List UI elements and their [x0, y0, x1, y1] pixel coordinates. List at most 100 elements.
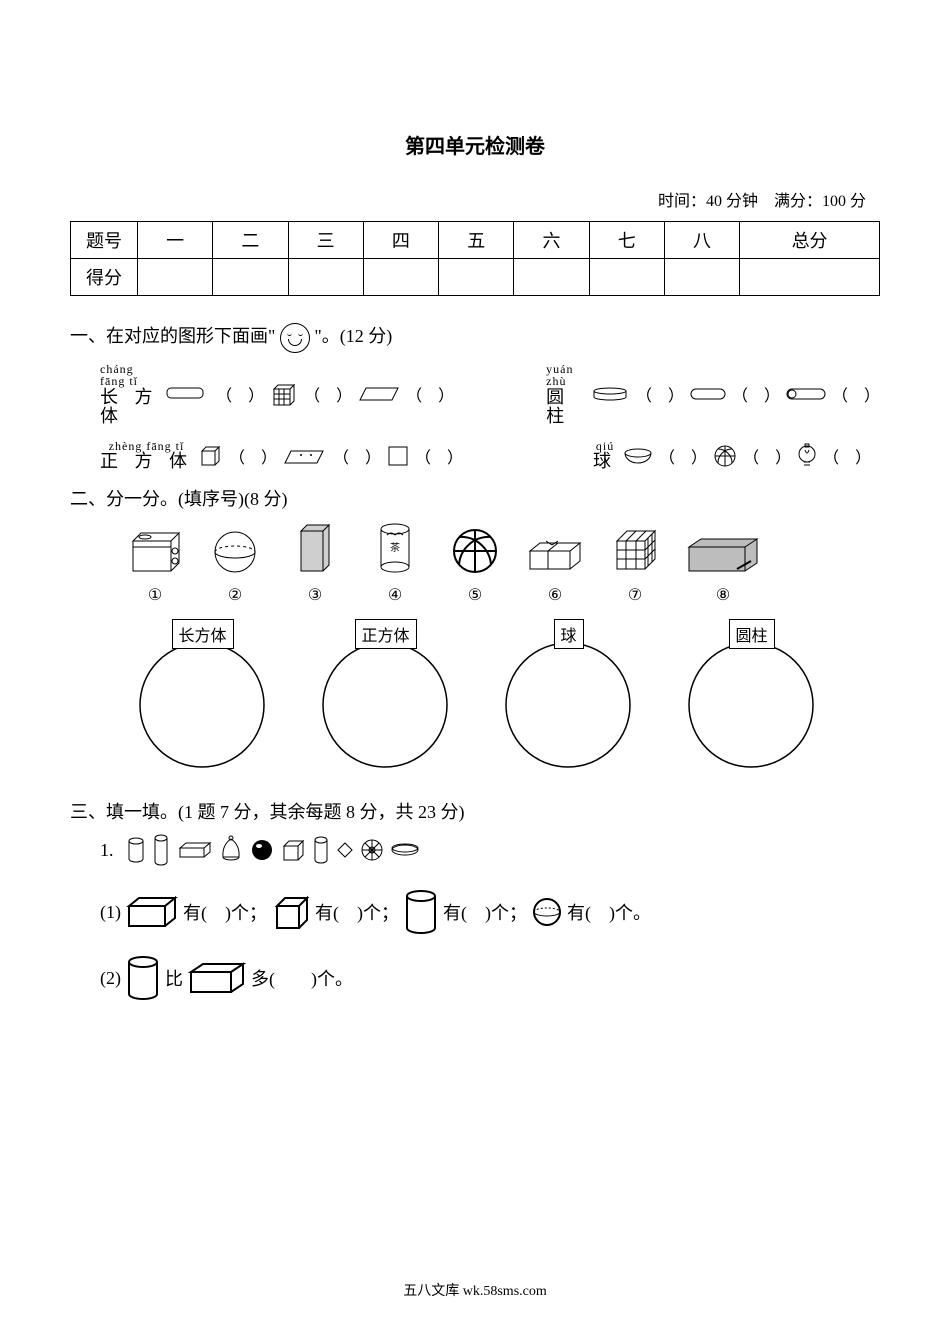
paren: （ ）: [636, 382, 684, 406]
page-title: 第四单元检测卷: [70, 130, 880, 159]
cylinder-big2-icon: [125, 954, 161, 1002]
col-h: 题号: [71, 222, 138, 259]
q2-item-1: ①: [125, 529, 185, 605]
cell: [514, 259, 589, 296]
col-h: 六: [514, 222, 589, 259]
rubiks-icon: [611, 527, 659, 575]
q2-item-3: ③: [285, 521, 345, 605]
cuboid-thin-icon: [166, 385, 210, 403]
score-table: 题号 一 二 三 四 五 六 七 八 总分 得分: [70, 221, 880, 296]
num: ⑧: [716, 585, 730, 605]
paren: （ ）: [333, 444, 381, 468]
col-h: 一: [138, 222, 213, 259]
paren: （ ）: [732, 382, 780, 406]
bubble-sphere: 球: [496, 623, 641, 768]
tag: 球: [553, 619, 583, 649]
paren: （ ）: [832, 382, 880, 406]
small-cyl2-icon: [312, 836, 330, 864]
cuboid-flat-icon: [176, 840, 212, 860]
label-cylinder: yuán zhù 圆 柱: [546, 363, 584, 426]
q3-one: 1.: [100, 840, 114, 861]
tag: 长方体: [171, 619, 233, 649]
cell: [439, 259, 514, 296]
q2-bubbles: 长方体 正方体 球 圆柱: [70, 623, 880, 768]
col-h: 八: [664, 222, 739, 259]
flat-cylinder-icon: [590, 387, 630, 401]
hanzi: 圆 柱: [546, 388, 584, 426]
capsule-icon: [786, 388, 826, 400]
cube-grid-icon: [270, 381, 298, 407]
num: ③: [308, 585, 322, 605]
tag: 正方体: [354, 619, 416, 649]
beachball-icon: [451, 527, 499, 575]
hanzi: 球: [593, 452, 617, 471]
pinyin: cháng fāng tǐ: [100, 363, 160, 388]
q2-items: ① ② ③ 茶 ④: [70, 521, 880, 605]
meta-line: 时间：40 分钟 满分：100 分: [70, 187, 880, 211]
bell-icon: [218, 835, 244, 865]
time-label: 时间：: [658, 193, 706, 210]
bubble-cube: 正方体: [313, 623, 458, 768]
footer-text: 五八文库 wk.58sms.com: [70, 1280, 880, 1300]
text: 比: [165, 965, 183, 991]
tall-cyl-icon: [152, 834, 170, 866]
col-h: 总分: [740, 222, 880, 259]
tea-can-icon: 茶: [377, 521, 413, 575]
text: 有( )个；: [315, 899, 399, 925]
num: ②: [228, 585, 242, 605]
col-h: 七: [589, 222, 664, 259]
q1-heading: 一、在对应的图形下面画" "。(12 分): [70, 322, 880, 353]
bubble-cuboid: 长方体: [130, 623, 275, 768]
hanzi: 长 方 体: [100, 388, 160, 426]
q3-sub2: (2) 比 多( )个。: [70, 954, 880, 1002]
diamond-icon: [336, 841, 354, 859]
small-cyl-icon: [126, 836, 146, 864]
sphere-outline-icon: [531, 896, 563, 928]
paren: （ ）: [406, 382, 454, 406]
tall-box-icon: [297, 521, 333, 575]
q1-row2: zhèng fāng tǐ 正 方 体 （ ） （ ） （ ） qiú 球 （ …: [70, 440, 880, 471]
q3-1-icons: 1.: [70, 834, 880, 866]
oval-flat-icon: [390, 843, 420, 857]
cuboid-big2-icon: [187, 960, 247, 996]
q1-heading-a: 一、在对应的图形下面画": [70, 326, 275, 346]
hanzi: 正 方 体: [100, 452, 193, 471]
col-h: 五: [439, 222, 514, 259]
q2-item-5: ⑤: [445, 527, 505, 605]
q2-item-2: ②: [205, 529, 265, 605]
q2-item-8: ⑧: [685, 535, 761, 605]
full-label: 满分：: [774, 193, 822, 210]
q1-heading-b: "。(12 分): [314, 326, 392, 346]
giftbox-icon: [526, 539, 584, 575]
cell: [138, 259, 213, 296]
cube-outline-icon: [280, 837, 306, 863]
paren: （ ）: [659, 444, 707, 468]
num: ⑤: [468, 585, 482, 605]
num: ①: [148, 585, 162, 605]
rounded-rect-icon: [690, 388, 726, 400]
cell: [213, 259, 288, 296]
label-cuboid: cháng fāng tǐ 长 方 体: [100, 363, 160, 426]
sphere-dashed-icon: [212, 529, 258, 575]
row-label: 得分: [71, 259, 138, 296]
tag: 圆柱: [728, 619, 774, 649]
bowl-icon: [623, 447, 653, 465]
col-h: 四: [363, 222, 438, 259]
q2-heading: 二、分一分。(填序号)(8 分): [70, 485, 880, 511]
label-cube: zhèng fāng tǐ 正 方 体: [100, 440, 193, 471]
text: 有( )个；: [183, 899, 267, 925]
col-h: 三: [288, 222, 363, 259]
bubble-cylinder: 圆柱: [679, 623, 824, 768]
q2-item-7: ⑦: [605, 527, 665, 605]
num: ⑥: [548, 585, 562, 605]
text: 有( )个。: [567, 899, 651, 925]
smiley-icon: [280, 323, 310, 353]
parallelogram-icon: [358, 385, 400, 403]
wheel-icon: [360, 838, 384, 862]
paren: （ ）: [415, 444, 463, 468]
basketball-icon: [713, 444, 737, 468]
sub1-prefix: (1): [100, 902, 121, 923]
paren: （ ）: [229, 444, 277, 468]
pinyin: yuán zhù: [546, 363, 584, 388]
sub2-prefix: (2): [100, 968, 121, 989]
